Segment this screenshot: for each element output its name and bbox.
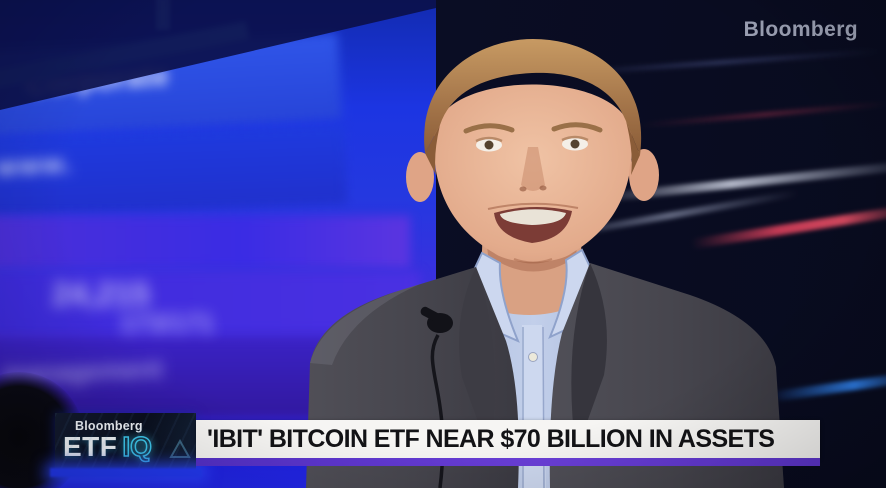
blurred-screen-text: www. (0, 147, 75, 183)
interview-guest (306, 39, 784, 488)
screen-band (0, 216, 410, 268)
blurred-screen-text: 173/171 (120, 308, 214, 338)
badge-brand-label: Bloomberg (75, 419, 143, 433)
headline-text: 'IBIT' BITCOIN ETF NEAR $70 BILLION IN A… (207, 424, 775, 453)
badge-triangle-icon (169, 438, 191, 458)
network-watermark: Bloomberg (743, 18, 858, 41)
badge-title-row: ETF IQ (63, 430, 153, 463)
show-badge-etf-iq: Bloomberg ETF IQ (55, 413, 196, 470)
headline-chyron: 'IBIT' BITCOIN ETF NEAR $70 BILLION IN A… (196, 420, 820, 458)
headline-underline-bar (196, 458, 820, 466)
badge-title-etf: ETF (63, 431, 118, 462)
badge-title-iq: IQ (122, 430, 153, 463)
badge-glow-bar (50, 468, 202, 477)
blurred-screen-text: 24,215 (52, 276, 150, 312)
